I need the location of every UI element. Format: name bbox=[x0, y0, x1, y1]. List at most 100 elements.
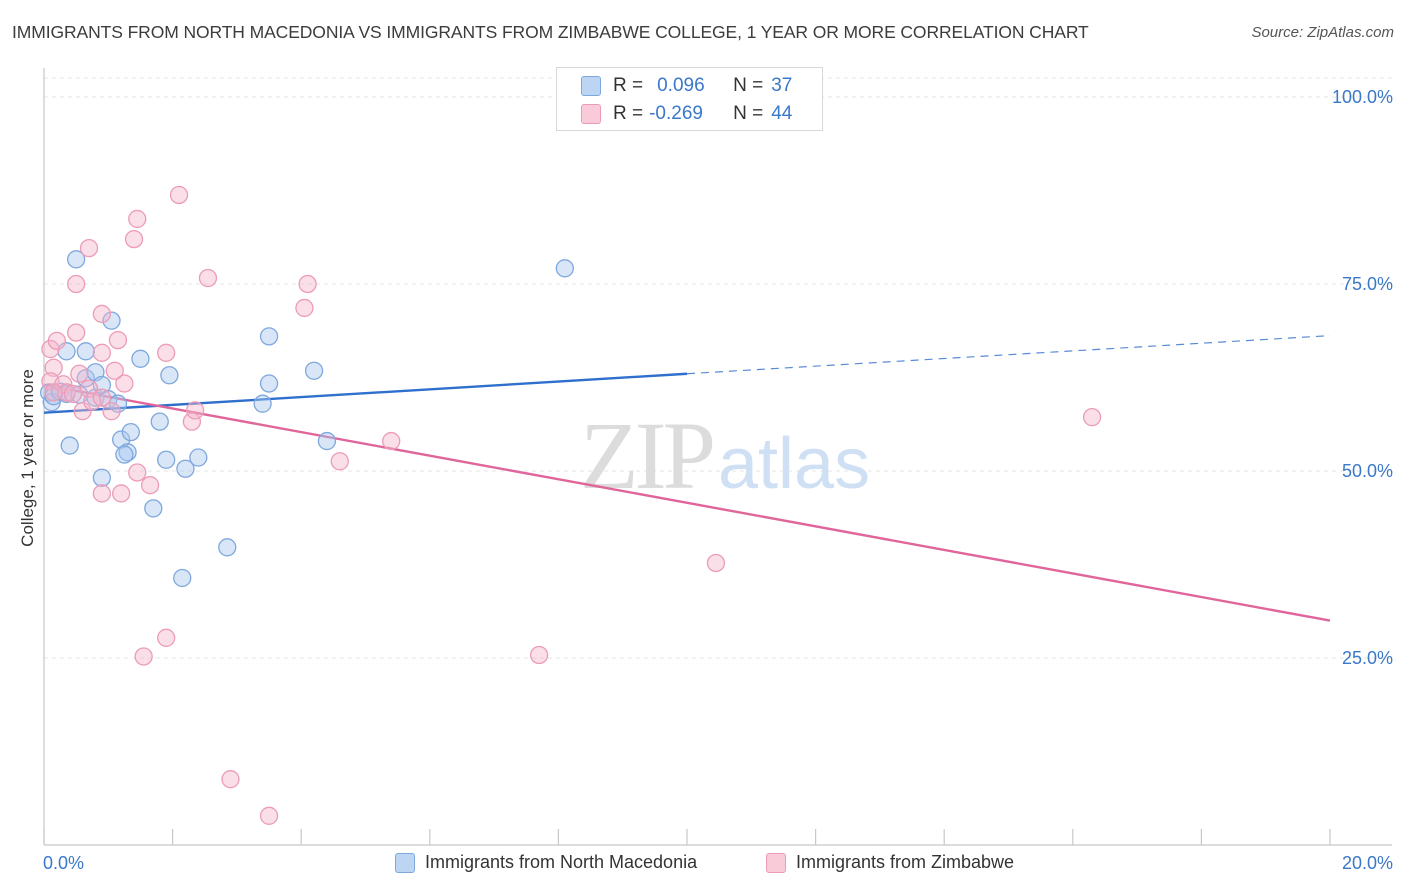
watermark-zip: ZIP bbox=[580, 402, 713, 509]
series-legend: Immigrants from North Macedonia Immigran… bbox=[0, 852, 1406, 878]
data-point-north-macedonia bbox=[189, 448, 208, 467]
y-tick-label: 25.0% bbox=[1342, 648, 1393, 668]
data-point-zimbabwe bbox=[79, 238, 99, 258]
data-point-zimbabwe bbox=[63, 384, 83, 404]
data-point-zimbabwe bbox=[221, 770, 240, 789]
data-point-zimbabwe bbox=[57, 383, 76, 402]
data-point-north-macedonia bbox=[102, 311, 121, 330]
data-point-zimbabwe bbox=[382, 431, 401, 451]
data-point-north-macedonia bbox=[121, 422, 140, 442]
data-point-zimbabwe bbox=[73, 402, 92, 421]
y-tick-label: 50.0% bbox=[1342, 461, 1393, 481]
legend-row-zimbabwe: R = -0.269 N = 44 bbox=[581, 102, 792, 126]
axes bbox=[43, 68, 1392, 846]
data-point-zimbabwe bbox=[115, 374, 134, 393]
data-point-north-macedonia bbox=[118, 443, 137, 462]
data-point-north-macedonia bbox=[115, 445, 134, 464]
data-point-zimbabwe bbox=[124, 229, 144, 249]
data-point-zimbabwe bbox=[44, 358, 63, 377]
trend-lines bbox=[43, 335, 1331, 622]
legend-r-label: R = bbox=[613, 75, 644, 96]
trend-line-north-macedonia bbox=[43, 372, 688, 414]
data-point-north-macedonia bbox=[317, 431, 337, 451]
legend-n-label: N = bbox=[733, 75, 764, 96]
data-point-zimbabwe bbox=[128, 463, 147, 482]
data-point-north-macedonia bbox=[304, 361, 324, 380]
legend-n-label: N = bbox=[733, 103, 764, 124]
data-point-zimbabwe bbox=[44, 383, 63, 402]
data-point-zimbabwe bbox=[67, 323, 86, 342]
data-point-north-macedonia bbox=[555, 259, 574, 278]
data-point-north-macedonia bbox=[60, 436, 79, 455]
data-point-zimbabwe bbox=[70, 364, 89, 383]
data-point-zimbabwe bbox=[157, 628, 176, 647]
data-point-zimbabwe bbox=[198, 268, 218, 288]
watermark: ZIP atlas bbox=[580, 402, 870, 509]
data-point-zimbabwe bbox=[102, 402, 121, 421]
legend-item-zimbabwe[interactable]: Immigrants from Zimbabwe bbox=[766, 852, 1014, 873]
x-tick-label: 20.0% bbox=[1342, 853, 1393, 873]
data-point-north-macedonia bbox=[259, 374, 279, 393]
data-point-zimbabwe bbox=[298, 274, 317, 294]
data-point-zimbabwe bbox=[140, 476, 160, 495]
tick-labels: 25.0% 50.0% 75.0% 100.0% 0.0% 20.0% bbox=[43, 87, 1393, 873]
data-point-north-macedonia bbox=[144, 499, 163, 518]
y-axis-label: College, 1 year or more bbox=[18, 369, 37, 547]
data-point-zimbabwe bbox=[295, 298, 314, 318]
data-points bbox=[39, 185, 1102, 825]
data-point-zimbabwe bbox=[105, 361, 124, 380]
data-point-north-macedonia bbox=[67, 250, 86, 269]
data-point-north-macedonia bbox=[150, 412, 169, 431]
data-point-zimbabwe bbox=[92, 388, 112, 407]
data-point-zimbabwe bbox=[92, 343, 112, 362]
data-point-zimbabwe bbox=[134, 647, 153, 666]
correlation-legend: R = 0.096 N = 37 R = -0.269 N = 44 bbox=[556, 67, 823, 131]
data-point-north-macedonia bbox=[160, 366, 179, 385]
legend-label: Immigrants from Zimbabwe bbox=[796, 852, 1015, 872]
trend-line-north-macedonia-extension bbox=[686, 335, 1331, 375]
data-point-north-macedonia bbox=[173, 568, 192, 588]
data-point-zimbabwe bbox=[185, 401, 205, 420]
data-point-zimbabwe bbox=[182, 412, 202, 431]
data-point-zimbabwe bbox=[83, 392, 102, 411]
legend-n-value: 44 bbox=[771, 103, 793, 124]
legend-r-value: 0.096 bbox=[657, 75, 705, 96]
data-point-zimbabwe bbox=[706, 553, 726, 573]
y-tick-label: 100.0% bbox=[1332, 87, 1393, 107]
data-point-zimbabwe bbox=[128, 209, 147, 229]
data-point-zimbabwe bbox=[529, 645, 549, 665]
data-point-zimbabwe bbox=[169, 185, 189, 205]
data-point-north-macedonia bbox=[92, 468, 112, 487]
legend-swatch-pink bbox=[766, 852, 786, 873]
data-point-north-macedonia bbox=[253, 394, 272, 413]
legend-swatch-blue bbox=[395, 852, 415, 873]
data-point-zimbabwe bbox=[1082, 407, 1102, 427]
data-point-zimbabwe bbox=[67, 274, 86, 294]
data-point-zimbabwe bbox=[330, 452, 349, 471]
data-point-zimbabwe bbox=[259, 806, 279, 825]
legend-label: Immigrants from North Macedonia bbox=[425, 852, 698, 872]
legend-r-label: R = bbox=[613, 103, 644, 124]
x-tick-label: 0.0% bbox=[43, 853, 84, 873]
y-tick-label: 75.0% bbox=[1342, 274, 1393, 294]
data-point-north-macedonia bbox=[218, 538, 237, 557]
data-point-north-macedonia bbox=[157, 450, 176, 469]
legend-r-value: -0.269 bbox=[649, 103, 703, 124]
watermark-atlas: atlas bbox=[718, 424, 870, 504]
data-point-zimbabwe bbox=[108, 330, 128, 350]
data-point-north-macedonia bbox=[76, 342, 95, 361]
data-point-north-macedonia bbox=[259, 327, 279, 346]
data-point-zimbabwe bbox=[92, 304, 112, 324]
legend-item-north-macedonia[interactable]: Immigrants from North Macedonia bbox=[395, 852, 697, 873]
data-point-zimbabwe bbox=[47, 331, 67, 350]
legend-row-north-macedonia: R = 0.096 N = 37 bbox=[581, 74, 792, 98]
legend-n-value: 37 bbox=[771, 75, 793, 96]
data-point-north-macedonia bbox=[176, 459, 195, 478]
data-point-zimbabwe bbox=[92, 484, 112, 503]
chart-source: Source: ZipAtlas.com bbox=[1251, 24, 1394, 41]
chart-title: IMMIGRANTS FROM NORTH MACEDONIA VS IMMIG… bbox=[12, 22, 1089, 42]
legend-swatch-blue bbox=[581, 76, 601, 96]
trend-line-zimbabwe bbox=[43, 383, 1331, 622]
legend-swatch-pink bbox=[581, 104, 601, 124]
